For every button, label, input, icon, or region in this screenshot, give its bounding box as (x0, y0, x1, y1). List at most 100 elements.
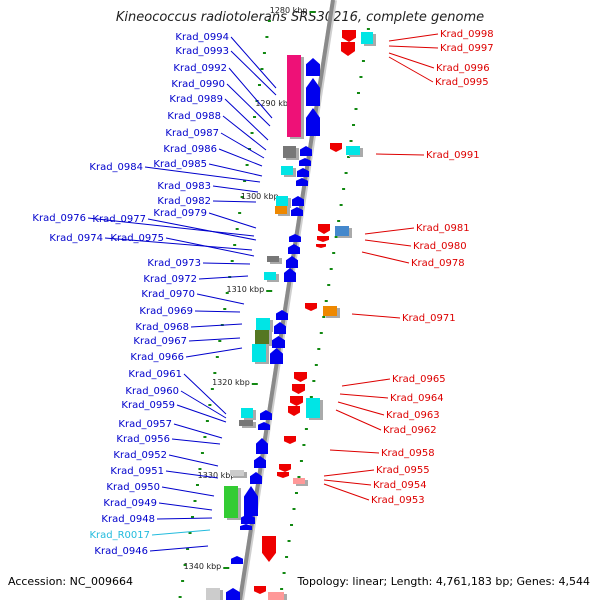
leader-line (104, 237, 253, 251)
gene-label-left: Krad_0992 (173, 63, 227, 74)
tick-mark (266, 290, 273, 292)
tick-label: 1320 kbp (212, 378, 250, 387)
gene-label-left: Krad_0967 (133, 336, 187, 347)
forward-gene-arrow (284, 268, 296, 282)
track-dot (329, 268, 333, 270)
gene-label-left: Krad_0959 (121, 400, 175, 411)
grey-gene (283, 146, 296, 158)
track-dot (223, 308, 227, 310)
leader-line (87, 217, 255, 237)
forward-gene-arrow (291, 207, 303, 216)
gene-label-left: Krad_0979 (153, 208, 207, 219)
leader-line (180, 390, 227, 419)
leader-line (388, 52, 435, 69)
cyan-gene (256, 318, 270, 330)
track-dot (203, 436, 207, 438)
leader-line (220, 132, 265, 159)
tick-label: 1340 kbp (184, 562, 222, 571)
leader-line (158, 502, 213, 511)
leader-line (161, 486, 215, 497)
grey-gene (267, 256, 279, 262)
track-dot (238, 212, 242, 214)
track-dot (359, 76, 363, 78)
leader-line (171, 438, 221, 445)
reverse-gene-arrow (284, 436, 296, 444)
track-dot (314, 364, 318, 366)
leader-line (323, 469, 375, 477)
leader-line (337, 401, 385, 416)
gene-label-left: Krad_0986 (163, 144, 217, 155)
forward-gene-arrow (241, 514, 255, 524)
gene-label-right: Krad_0971 (402, 313, 456, 324)
leader-line (198, 275, 249, 280)
grey-gene (239, 420, 253, 426)
track-dot (267, 20, 271, 22)
track-dot (235, 228, 239, 230)
track-dot (198, 468, 202, 470)
leader-line (230, 50, 277, 96)
track-dot (319, 332, 323, 334)
gene-label-right: Krad_0981 (416, 223, 470, 234)
reverse-gene-arrow (262, 536, 276, 562)
olive-gene (255, 330, 269, 344)
track-dot (309, 396, 313, 398)
reverse-gene-arrow (305, 303, 317, 311)
forward-gene-arrow (289, 234, 301, 242)
forward-gene-arrow (297, 168, 309, 177)
leader-line (375, 153, 425, 156)
leader-line (218, 148, 263, 167)
gene-label-right: Krad_0995 (435, 77, 489, 88)
track-dot (253, 116, 257, 118)
leader-line (351, 313, 401, 319)
reverse-gene-arrow (341, 42, 355, 56)
forward-gene-arrow (296, 178, 308, 186)
pink-gene (268, 592, 284, 600)
forward-gene-arrow (299, 158, 311, 166)
track-dot (178, 596, 182, 598)
track-dot (282, 572, 286, 574)
forward-gene-arrow (231, 556, 243, 564)
steel-gene (335, 226, 349, 236)
cyan-gene (346, 146, 360, 155)
leader-line (212, 200, 257, 203)
label-group: Krad_0994 Krad_0993 Krad_0992 Krad_0990 Krad… (32, 29, 493, 557)
reverse-gene-arrow (330, 143, 342, 152)
track-dot (290, 524, 294, 526)
gene-label-right: Krad_0958 (381, 448, 435, 459)
leader-line (208, 163, 263, 177)
leader-line (323, 479, 372, 486)
leader-line (329, 449, 380, 454)
gene-label-left: Krad_0974 (49, 233, 103, 244)
leader-line (339, 393, 389, 399)
leader-line (335, 409, 382, 431)
leader-line (196, 293, 245, 305)
leader-line (226, 83, 271, 127)
track-dot (230, 260, 234, 262)
forward-gene-arrow (276, 310, 288, 320)
forward-gene-arrow (272, 336, 285, 348)
track-dot (280, 588, 284, 590)
gene-label-left: Krad_0982 (157, 196, 211, 207)
forward-gene-arrow (260, 410, 272, 420)
cyan-gene (281, 166, 293, 175)
track-dot (285, 556, 289, 558)
leader-line (168, 454, 219, 467)
tick-mark (223, 567, 230, 569)
track-dot (304, 428, 308, 430)
track-dot (193, 500, 197, 502)
gene-label-left: Krad_0949 (103, 498, 157, 509)
track-dot (334, 236, 338, 238)
forward-gene-arrow (270, 348, 283, 364)
track-dot (245, 164, 249, 166)
tick-mark (251, 383, 258, 385)
gene-label-right: Krad_0955 (376, 465, 430, 476)
track-dot (366, 28, 370, 30)
reverse-gene-arrow (292, 384, 305, 394)
gene-group (206, 30, 376, 600)
track-dot (322, 316, 326, 318)
track-dot (260, 68, 264, 70)
forward-gene-arrow (306, 58, 320, 76)
track-dot (188, 532, 192, 534)
leader-line (364, 239, 412, 247)
orange-gene (275, 206, 287, 214)
